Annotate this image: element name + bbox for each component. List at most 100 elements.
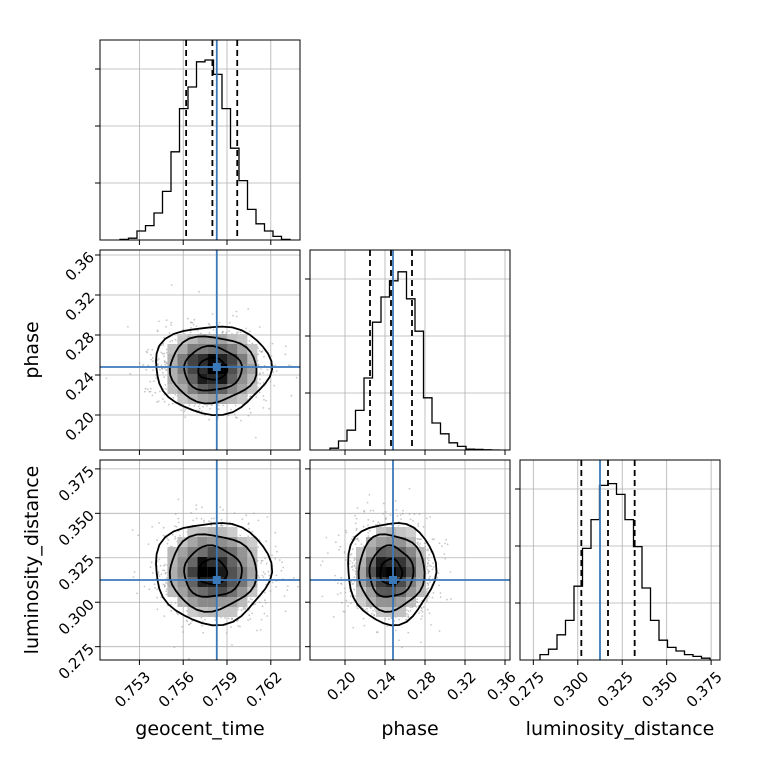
density-cell (187, 384, 198, 394)
sample-point (263, 355, 265, 358)
sample-point (259, 373, 261, 375)
sample-point (325, 536, 328, 539)
truth-marker (212, 576, 221, 584)
sample-point (366, 607, 368, 610)
sample-point (406, 612, 408, 615)
sample-point (369, 529, 371, 532)
contour-line (168, 335, 258, 405)
density-cell (187, 527, 198, 537)
sample-point (409, 609, 412, 612)
sample-point (158, 522, 161, 524)
sample-point (147, 348, 149, 351)
sample-point (369, 509, 372, 512)
sample-point (441, 545, 443, 547)
sample-point (428, 612, 431, 615)
sample-point (276, 370, 278, 372)
sample-point (184, 416, 187, 418)
density-cell (197, 527, 208, 537)
panel-frame (99, 39, 301, 241)
sample-point (352, 583, 355, 585)
sample-point (184, 408, 187, 411)
sample-point (427, 582, 430, 585)
sample-point (149, 390, 152, 393)
density-cell (376, 527, 386, 537)
y-tick-label: 0.325 (55, 551, 98, 594)
sample-point (344, 591, 347, 594)
sample-point (193, 318, 196, 321)
sample-point (446, 598, 448, 601)
sample-point (366, 610, 369, 613)
density-cell (366, 587, 376, 597)
sample-point (239, 534, 242, 537)
sample-point (192, 519, 195, 522)
sample-point (356, 507, 359, 509)
sample-point (156, 608, 159, 611)
sample-point (247, 308, 250, 310)
density-cell (227, 547, 238, 557)
sample-point (286, 589, 289, 591)
sample-point (147, 543, 150, 546)
sample-point (405, 618, 407, 621)
sample-point (174, 535, 177, 538)
hist-panel-geocent_time (95, 39, 301, 245)
contour-line (183, 344, 243, 392)
density-cell (416, 557, 426, 567)
sample-point (395, 509, 398, 511)
sample-point (201, 410, 203, 413)
density-cell (177, 557, 188, 567)
sample-point (269, 380, 272, 383)
density-cell (247, 384, 258, 394)
density-cell (396, 537, 406, 547)
sample-point (407, 631, 410, 634)
sample-point (136, 592, 138, 595)
sample-point (208, 324, 211, 326)
sample-point (196, 329, 199, 332)
sample-point (210, 404, 213, 407)
density-cell (386, 597, 396, 607)
density-cell (237, 394, 248, 404)
sample-point (259, 629, 262, 631)
sample-point (397, 524, 400, 527)
sample-point (352, 535, 355, 538)
sample-point (343, 550, 346, 553)
sample-point (421, 615, 423, 617)
sample-point (161, 352, 164, 355)
y-tick-label: 0.20 (62, 408, 98, 444)
sample-point (428, 570, 430, 573)
density-cell (396, 597, 406, 607)
sample-point (284, 353, 287, 356)
density-cell (197, 384, 208, 394)
density-cell (247, 557, 258, 567)
sample-point (432, 562, 434, 564)
sample-point (228, 330, 231, 332)
contour-line (197, 356, 229, 381)
sample-point (353, 559, 356, 562)
density-cell (207, 587, 218, 597)
sample-point (191, 620, 193, 622)
sample-point (249, 411, 252, 414)
sample-point (210, 524, 213, 527)
y-tick-label: 0.300 (55, 596, 98, 639)
sample-point (239, 625, 241, 628)
density-cell (247, 577, 258, 587)
hist-panel-phase (305, 249, 511, 455)
density-cell (247, 567, 258, 577)
sample-point (174, 339, 177, 341)
sample-point (202, 521, 205, 523)
sample-point (350, 553, 353, 555)
sample-point (422, 525, 425, 528)
density-cell (177, 374, 188, 384)
density-cell (376, 607, 386, 617)
density-cell (187, 344, 198, 354)
sample-point (271, 554, 273, 556)
density-cell (227, 607, 238, 617)
sample-point (209, 407, 212, 410)
sample-point (132, 576, 135, 578)
sample-point (249, 597, 252, 600)
sample-point (208, 418, 211, 421)
sample-point (201, 620, 204, 623)
sample-point (278, 559, 281, 561)
sample-point (182, 328, 185, 331)
sample-point (163, 376, 166, 378)
density-cell (187, 334, 198, 344)
